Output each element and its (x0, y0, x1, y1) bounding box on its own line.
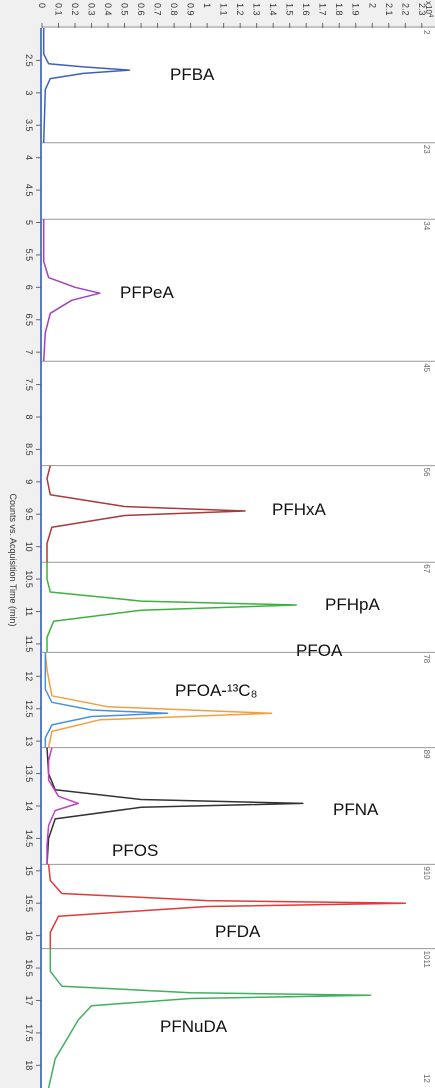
peak-label: PFDA (215, 922, 261, 941)
time-tick-label: 15 (24, 866, 34, 876)
peak-label: PFNA (333, 800, 379, 819)
trace (44, 652, 169, 748)
time-tick-label: 12.5 (24, 700, 34, 718)
time-tick-label: 17.5 (24, 1024, 34, 1042)
plot-area (42, 28, 435, 1088)
time-tick-label: 11 (24, 607, 34, 616)
peak-label: PFOS (112, 841, 158, 860)
segment-label: 23 (422, 145, 431, 154)
count-tick-label: 0.8 (169, 3, 179, 16)
count-tick-label: 0.1 (54, 3, 64, 16)
count-tick-label: 1.2 (235, 3, 245, 16)
time-tick-label: 14 (24, 801, 34, 811)
time-tick-label: 5.5 (24, 249, 34, 262)
time-tick-label: 7 (24, 350, 34, 355)
time-tick-label: 15.5 (24, 894, 34, 912)
time-tick-label: 17 (24, 995, 34, 1005)
peak-label: PFOA-¹³C₈ (175, 681, 258, 700)
time-tick-label: 8.5 (24, 443, 34, 456)
scale-exponent: 4 (427, 14, 433, 18)
peak-label: PFOA (296, 641, 343, 660)
time-tick-label: 13.5 (24, 765, 34, 783)
count-tick-label: 0.2 (70, 3, 80, 16)
time-tick-label: 4.5 (24, 184, 34, 197)
trace (47, 948, 372, 1088)
count-tick-label: 2 (367, 3, 377, 8)
count-tick-label: 2.1 (384, 3, 394, 16)
trace (46, 747, 80, 865)
segment-label: 910 (422, 866, 431, 880)
count-tick-label: 0.3 (87, 3, 97, 16)
trace (42, 28, 131, 143)
count-tick-label: 0.9 (186, 3, 196, 16)
scale-base: x10 (424, 1, 433, 14)
time-tick-label: 11.5 (24, 635, 34, 652)
trace (42, 219, 101, 362)
peak-label: PFHpA (325, 595, 380, 614)
time-tick-label: 3.5 (24, 119, 34, 132)
time-tick-label: 18 (24, 1060, 34, 1070)
time-tick-label: 13 (24, 736, 34, 746)
time-tick-label: 7.5 (24, 378, 34, 391)
time-tick-label: 9 (24, 479, 34, 484)
trace (46, 465, 246, 563)
count-tick-label: 1.9 (351, 3, 361, 16)
count-tick-label: 1.3 (252, 3, 262, 16)
time-tick-label: 9.5 (24, 508, 34, 521)
trace (47, 864, 407, 949)
time-tick-label: 16 (24, 931, 34, 941)
segment-label: 67 (422, 564, 431, 573)
count-tick-label: 0.7 (153, 3, 163, 16)
count-tick-label: 0 (37, 3, 47, 8)
trace (46, 562, 298, 653)
segment-label: 56 (422, 468, 431, 477)
time-tick-label: 16.5 (24, 959, 34, 977)
time-tick-label: 6 (24, 285, 34, 290)
peak-label: PFBA (170, 65, 215, 84)
count-tick-label: 2.2 (400, 3, 410, 16)
segment-label: 12 (422, 1074, 431, 1083)
count-tick-label: 1.6 (301, 3, 311, 16)
segment-label: 89 (422, 750, 431, 759)
count-tick-label: 1.5 (285, 3, 295, 16)
time-tick-label: 4 (24, 155, 34, 160)
count-tick-label: 2.3 (417, 3, 427, 16)
segment-label: 2 (422, 30, 431, 35)
time-tick-label: 14.5 (24, 830, 34, 848)
segment-label: 34 (422, 221, 431, 230)
count-tick-label: 1.1 (219, 3, 229, 16)
segment-label: 78 (422, 654, 431, 663)
count-tick-label: 0.4 (103, 3, 113, 16)
scale-label: x104 (424, 1, 433, 18)
time-tick-label: 10 (24, 542, 34, 552)
time-tick-label: 2.5 (24, 54, 34, 67)
peak-label: PFNuDA (160, 1017, 228, 1036)
time-tick-label: 5 (24, 220, 34, 225)
count-tick-label: 1.8 (334, 3, 344, 16)
time-tick-label: 10.5 (24, 570, 34, 588)
axis-title: Counts vs. Acquisition Time (min) (8, 493, 18, 626)
time-tick-label: 8 (24, 414, 34, 419)
segment-label: 1011 (422, 951, 431, 969)
count-tick-label: 0.5 (120, 3, 130, 16)
trace (44, 652, 273, 748)
time-tick-label: 12 (24, 671, 34, 681)
trace (46, 747, 304, 865)
count-tick-label: 0.6 (136, 3, 146, 16)
segment-label: 45 (422, 363, 431, 372)
count-tick-label: 1.4 (268, 3, 278, 16)
count-tick-label: 1.7 (318, 3, 328, 16)
peak-label: PFHxA (272, 500, 327, 519)
count-tick-label: 1 (202, 3, 212, 8)
time-tick-label: 6.5 (24, 313, 34, 326)
peak-label: PFPeA (120, 283, 175, 302)
time-tick-label: 3 (24, 90, 34, 95)
